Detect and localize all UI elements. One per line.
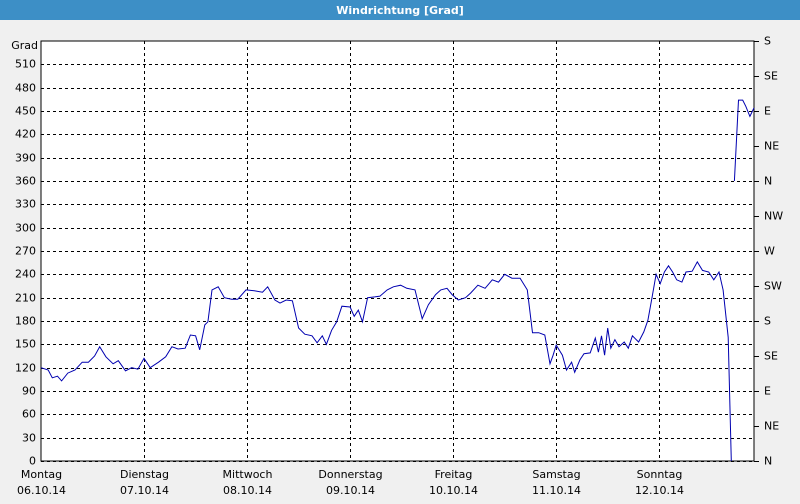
x-tick-date: 09.10.14 bbox=[326, 484, 375, 497]
y-tick-label: 360 bbox=[15, 175, 36, 188]
y2-tick-label: SE bbox=[764, 350, 778, 363]
line-series bbox=[40, 99, 755, 462]
y2-tick-label: E bbox=[764, 385, 771, 398]
x-tick-label: Samstag bbox=[532, 468, 580, 481]
title-bar bbox=[0, 0, 800, 20]
x-tick-date: 12.10.14 bbox=[635, 484, 684, 497]
y-tick-label: 270 bbox=[15, 245, 36, 258]
y2-tick-label: SW bbox=[764, 280, 782, 293]
x-tick-label: Mittwoch bbox=[223, 468, 273, 481]
y2-tick-label: E bbox=[764, 105, 771, 118]
y-tick-label: 480 bbox=[15, 82, 36, 95]
x-tick-label: Dienstag bbox=[120, 468, 169, 481]
y-tick-label: 330 bbox=[15, 198, 36, 211]
y-tick-label: 0 bbox=[29, 455, 36, 468]
y-axis-label: Grad bbox=[11, 39, 38, 52]
y-tick-label: 240 bbox=[15, 268, 36, 281]
chart-title: Windrichtung [Grad] bbox=[336, 4, 464, 17]
y2-tick-label: NE bbox=[764, 420, 779, 433]
y-tick-label: 180 bbox=[15, 315, 36, 328]
y2-tick-label: NW bbox=[764, 210, 783, 223]
y-tick-label: 510 bbox=[15, 58, 36, 71]
y-tick-label: 30 bbox=[22, 432, 36, 445]
y-tick-label: 60 bbox=[22, 408, 36, 421]
y2-tick-label: N bbox=[764, 455, 772, 468]
x-tick-date: 07.10.14 bbox=[120, 484, 169, 497]
y2-tick-label: NE bbox=[764, 140, 779, 153]
x-tick-label: Freitag bbox=[435, 468, 473, 481]
x-tick-date: 06.10.14 bbox=[17, 484, 66, 497]
y-tick-label: 90 bbox=[22, 385, 36, 398]
y-tick-label: 150 bbox=[15, 338, 36, 351]
y2-tick-label: S bbox=[764, 315, 771, 328]
x-tick-date: 10.10.14 bbox=[429, 484, 478, 497]
y2-tick-label: N bbox=[764, 175, 772, 188]
x-tick-label: Donnerstag bbox=[318, 468, 382, 481]
y-tick-label: 120 bbox=[15, 362, 36, 375]
x-tick-date: 08.10.14 bbox=[223, 484, 272, 497]
x-tick-label: Sonntag bbox=[637, 468, 683, 481]
y-tick-label: 420 bbox=[15, 128, 36, 141]
x-tick-label: Montag bbox=[21, 468, 62, 481]
y2-tick-label: W bbox=[764, 245, 775, 258]
y2-tick-label: SE bbox=[764, 70, 778, 83]
y-tick-label: 390 bbox=[15, 152, 36, 165]
y-tick-label: 210 bbox=[15, 292, 36, 305]
y-tick-label: 300 bbox=[15, 222, 36, 235]
y2-tick-label: S bbox=[764, 35, 771, 48]
y-tick-label: 450 bbox=[15, 105, 36, 118]
x-tick-date: 11.10.14 bbox=[532, 484, 581, 497]
